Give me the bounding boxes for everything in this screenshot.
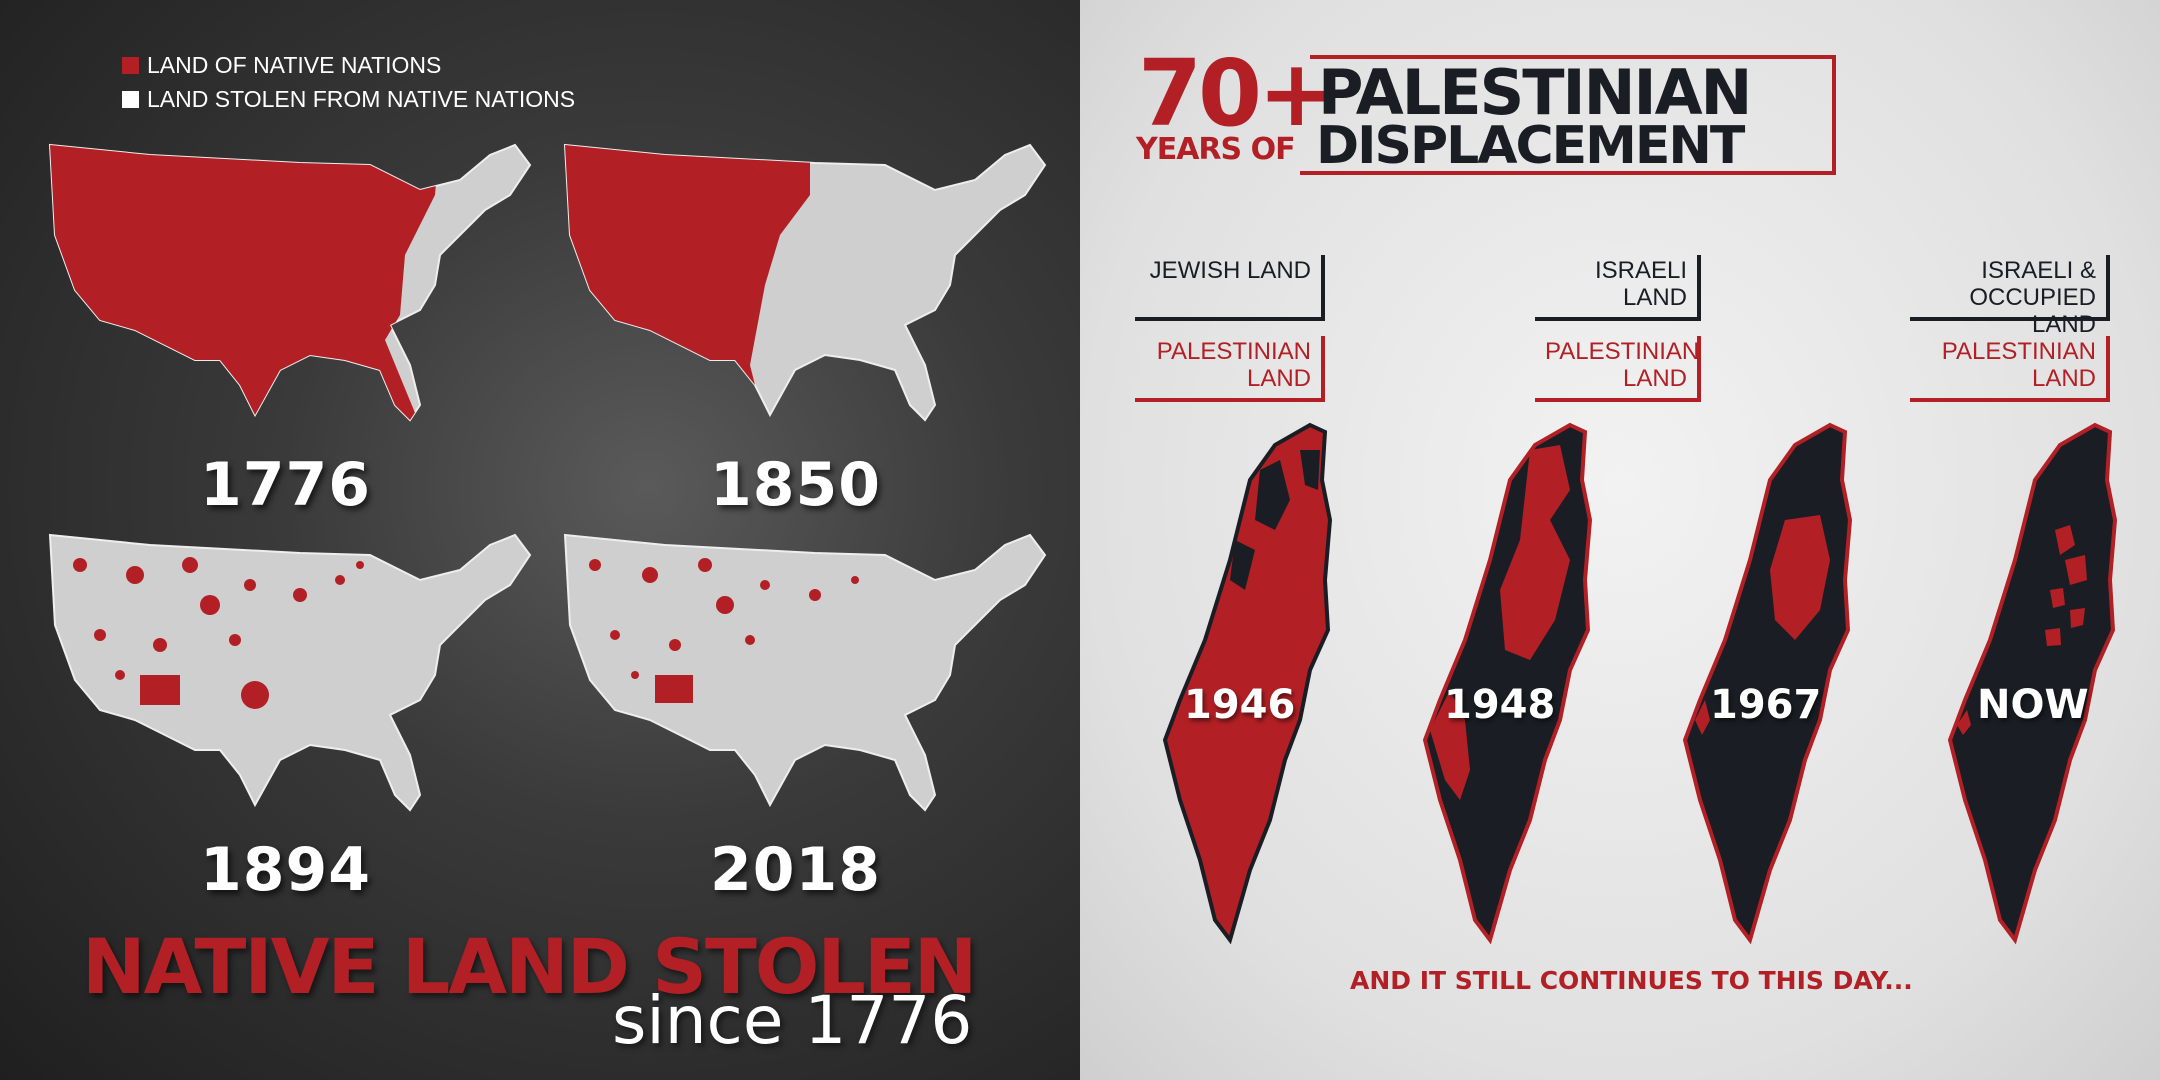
- palestine-map-1948: [1422, 422, 1593, 945]
- title-number: 70+: [1138, 40, 1335, 147]
- label-israeli-land: ISRAELI LAND: [1535, 255, 1701, 321]
- title-years-of: YEARS OF: [1136, 132, 1296, 167]
- us-map-1776: [48, 143, 532, 422]
- label-israeli-occupied-land-text: ISRAELI & OCCUPIED LAND: [1969, 257, 2096, 338]
- legend-swatch-red: [122, 57, 139, 74]
- us-map-1894: [48, 533, 532, 812]
- year-label-1850: 1850: [710, 450, 881, 520]
- label-palestinian-land-1948: PALESTINIAN LAND: [1535, 336, 1701, 402]
- footer-text: AND IT STILL CONTINUES TO THIS DAY...: [1350, 966, 1913, 995]
- title-palestinian: PALESTINIAN: [1318, 56, 1752, 129]
- year-label-now: NOW: [1977, 682, 2089, 728]
- label-palestinian-land-now: PALESTINIAN LAND: [1910, 336, 2110, 402]
- palestine-map-1946: [1162, 422, 1333, 945]
- us-map-2018: [563, 533, 1047, 812]
- label-palestinian-land-1946: PALESTINIAN LAND: [1135, 336, 1325, 402]
- title-frame: [1300, 55, 1836, 175]
- year-label-1946: 1946: [1184, 682, 1296, 728]
- year-label-1894: 1894: [200, 835, 371, 905]
- label-palestinian-land-1946-text: PALESTINIAN LAND: [1156, 338, 1311, 392]
- year-label-1967: 1967: [1710, 682, 1822, 728]
- native-land-title: NATIVE LAND STOLEN: [82, 922, 977, 1011]
- year-label-1776: 1776: [200, 450, 371, 520]
- palestine-panel: 70+ YEARS OF PALESTINIAN DISPLACEMENT JE…: [1080, 0, 2160, 1080]
- label-jewish-land-text: JEWISH LAND: [1149, 257, 1311, 284]
- label-palestinian-land-now-text: PALESTINIAN LAND: [1941, 338, 2096, 392]
- legend-stolen-label: LAND STOLEN FROM NATIVE NATIONS: [147, 86, 576, 112]
- label-israeli-land-text: ISRAELI LAND: [1594, 257, 1687, 311]
- legend-swatch-white: [122, 91, 139, 108]
- native-land-subtitle: since 1776: [612, 982, 973, 1059]
- legend-native-label: LAND OF NATIVE NATIONS: [147, 52, 442, 78]
- legend-native: LAND OF NATIVE NATIONS: [122, 52, 441, 79]
- label-jewish-land: JEWISH LAND: [1135, 255, 1325, 321]
- label-palestinian-land-1948-text: PALESTINIAN LAND: [1545, 338, 1700, 392]
- title-displacement: DISPLACEMENT: [1316, 116, 1745, 176]
- palestine-map-1967: [1682, 422, 1853, 945]
- native-land-panel: LAND OF NATIVE NATIONS LAND STOLEN FROM …: [0, 0, 1080, 1080]
- year-label-2018: 2018: [710, 835, 881, 905]
- label-israeli-occupied-land: ISRAELI & OCCUPIED LAND: [1910, 255, 2110, 338]
- year-label-1948: 1948: [1444, 682, 1556, 728]
- us-map-1850: [563, 143, 1047, 422]
- palestine-map-now: [1947, 422, 2118, 945]
- legend-stolen: LAND STOLEN FROM NATIVE NATIONS: [122, 86, 575, 113]
